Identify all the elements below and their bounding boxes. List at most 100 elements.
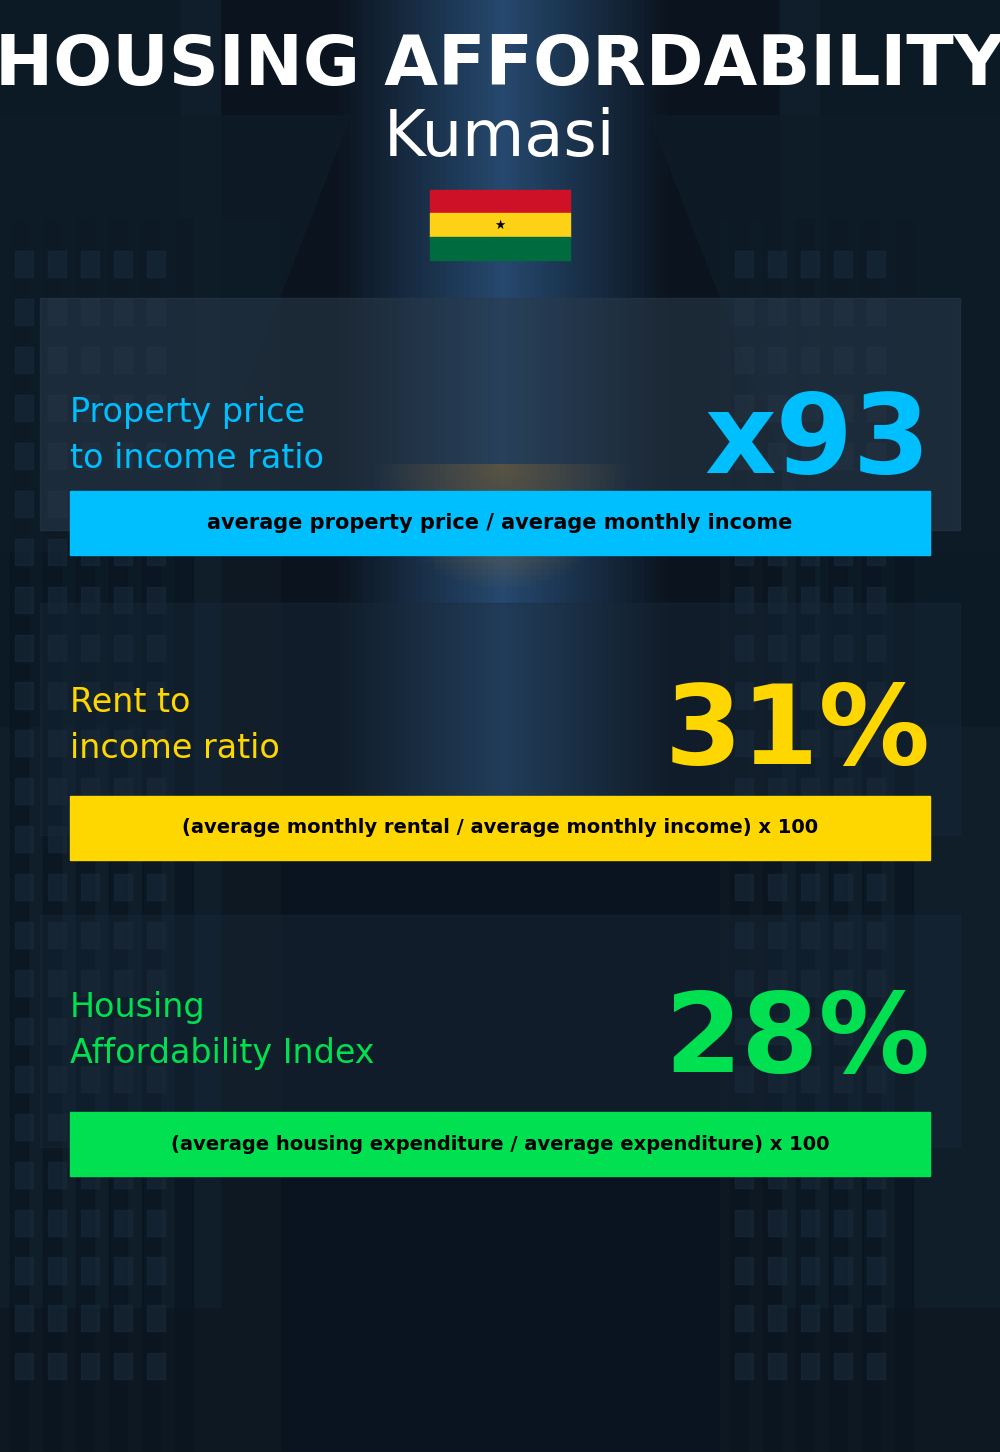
Bar	[81, 1210, 99, 1236]
Bar	[867, 299, 885, 325]
Bar	[768, 491, 786, 517]
Bar	[81, 491, 99, 517]
Bar	[48, 347, 66, 373]
Bar	[834, 347, 852, 373]
Bar	[867, 635, 885, 661]
Bar	[48, 251, 66, 277]
Bar	[768, 1018, 786, 1044]
Bar	[147, 922, 165, 948]
Bar	[768, 587, 786, 613]
Bar	[430, 237, 570, 260]
Bar	[15, 1162, 33, 1188]
Bar	[735, 395, 753, 421]
Bar	[801, 826, 819, 852]
Bar	[867, 874, 885, 900]
Bar	[768, 730, 786, 756]
Bar	[735, 635, 753, 661]
Bar	[867, 1162, 885, 1188]
Bar	[114, 1210, 132, 1236]
Bar	[48, 1210, 66, 1236]
Bar	[76, 218, 94, 1452]
Bar	[735, 1257, 753, 1284]
Bar	[801, 1353, 819, 1379]
Bar	[768, 1257, 786, 1284]
Bar	[48, 970, 66, 996]
Bar	[867, 682, 885, 709]
Bar	[801, 1114, 819, 1140]
Bar	[15, 1210, 33, 1236]
Bar	[735, 730, 753, 756]
Bar	[735, 443, 753, 469]
Bar	[15, 491, 33, 517]
Bar	[48, 539, 66, 565]
Bar	[867, 443, 885, 469]
Bar	[867, 922, 885, 948]
Text: 28%: 28%	[664, 987, 930, 1095]
Bar	[15, 1257, 33, 1284]
Bar	[768, 443, 786, 469]
Bar	[768, 826, 786, 852]
Text: 31%: 31%	[664, 680, 930, 787]
Text: Kumasi: Kumasi	[384, 107, 616, 168]
Bar	[81, 1305, 99, 1331]
Bar	[142, 218, 160, 1452]
Bar	[81, 874, 99, 900]
Bar	[81, 251, 99, 277]
Bar	[768, 970, 786, 996]
Bar	[114, 1018, 132, 1044]
Bar	[114, 778, 132, 804]
Bar	[147, 635, 165, 661]
Bar	[147, 1305, 165, 1331]
Bar	[834, 778, 852, 804]
Bar	[801, 347, 819, 373]
Bar	[768, 299, 786, 325]
Bar	[114, 922, 132, 948]
Bar	[48, 635, 66, 661]
Bar	[15, 1114, 33, 1140]
Bar	[48, 491, 66, 517]
Bar	[114, 970, 132, 996]
Bar	[801, 778, 819, 804]
Bar	[15, 1353, 33, 1379]
Bar	[430, 213, 570, 237]
Bar	[81, 443, 99, 469]
Text: average property price / average monthly income: average property price / average monthly…	[207, 513, 793, 533]
Bar	[895, 218, 913, 1452]
Bar	[735, 299, 753, 325]
Bar	[114, 587, 132, 613]
Bar	[15, 1305, 33, 1331]
Bar	[867, 826, 885, 852]
Bar	[114, 491, 132, 517]
Bar	[834, 1305, 852, 1331]
Bar	[867, 1114, 885, 1140]
Bar	[867, 347, 885, 373]
Bar	[15, 1018, 33, 1044]
Bar	[834, 874, 852, 900]
Bar	[801, 299, 819, 325]
Bar	[81, 1018, 99, 1044]
Bar	[735, 587, 753, 613]
Bar	[867, 1353, 885, 1379]
Bar	[768, 1114, 786, 1140]
Bar	[114, 1257, 132, 1284]
Bar	[862, 218, 880, 1452]
Bar	[48, 443, 66, 469]
Bar	[801, 970, 819, 996]
Bar	[48, 1066, 66, 1092]
Bar	[48, 299, 66, 325]
Bar	[81, 970, 99, 996]
Bar	[114, 635, 132, 661]
Bar	[829, 218, 847, 1452]
Bar	[147, 1210, 165, 1236]
Bar	[10, 218, 28, 1452]
Bar	[81, 635, 99, 661]
Bar	[730, 218, 748, 1452]
Bar	[867, 730, 885, 756]
Bar	[768, 1305, 786, 1331]
Bar	[48, 1018, 66, 1044]
Bar	[147, 1162, 165, 1188]
Bar	[147, 826, 165, 852]
Bar	[801, 874, 819, 900]
Bar	[768, 1353, 786, 1379]
Bar	[867, 395, 885, 421]
